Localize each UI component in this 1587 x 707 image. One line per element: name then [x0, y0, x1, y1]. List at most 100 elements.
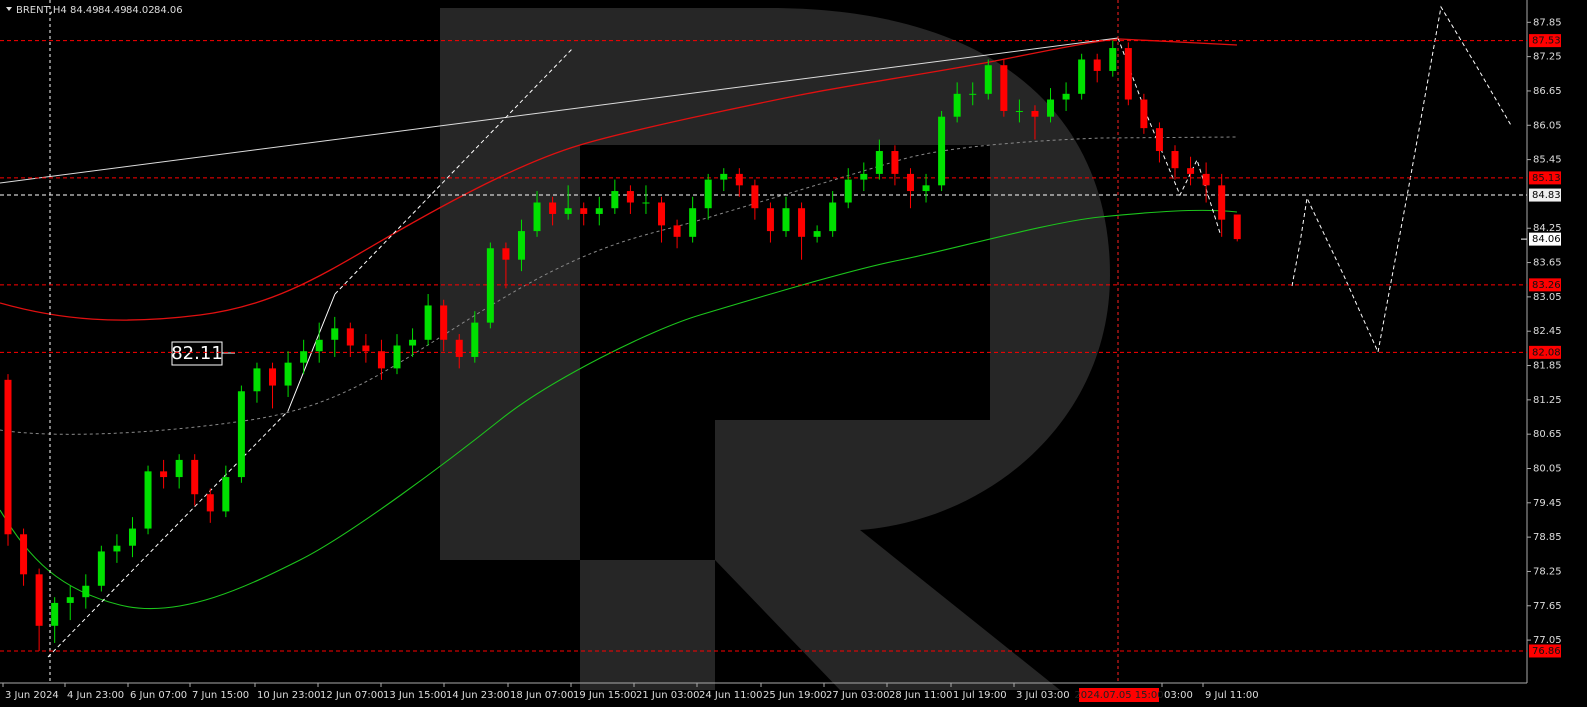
crosshair-tag	[1529, 188, 1561, 202]
header-ohlc: 84.02	[126, 5, 155, 16]
header-ohlc: 84.49	[98, 5, 127, 16]
x-tick-label: 3 Jun 2024	[5, 690, 59, 701]
candle-body	[1218, 185, 1226, 220]
candle-body	[1093, 59, 1101, 71]
ma-gray	[0, 136, 1238, 435]
level-label: 76.86	[1532, 646, 1561, 657]
candle-body	[284, 362, 292, 386]
header-ohlc: 84.49	[70, 5, 99, 16]
candle-body	[455, 339, 463, 357]
logo	[440, 8, 1110, 690]
candle-body	[175, 459, 183, 478]
watermark	[440, 8, 1110, 690]
candle-body	[409, 339, 417, 346]
x-tick-label: 4 Jun 23:00	[67, 690, 124, 701]
candle-body	[82, 585, 90, 598]
y-tick-label: 87.25	[1533, 52, 1562, 63]
candle-body	[798, 208, 806, 237]
y-tick-label: 83.05	[1533, 292, 1562, 303]
crosshair-label: 84.83	[1532, 190, 1561, 201]
candle-body	[1109, 48, 1117, 71]
x-tick-label: 18 Jun 07:00	[510, 690, 574, 701]
candle-body	[160, 471, 168, 478]
candle-body	[51, 602, 59, 626]
y-tick-label: 78.25	[1533, 566, 1562, 577]
candle-body	[20, 534, 28, 575]
candle-body	[486, 248, 494, 323]
x-tick-label: 24 Jun 11:00	[699, 690, 763, 701]
candle-body	[517, 231, 525, 260]
time-tag-label: 2024.07.05 15:00	[1074, 690, 1163, 701]
x-tick-label: 27 Jun 03:00	[826, 690, 890, 701]
y-tick-label: 82.45	[1533, 326, 1562, 337]
symbol: BRENT,H4	[16, 5, 67, 16]
y-tick-label: 87.85	[1533, 17, 1562, 28]
candle-body	[564, 208, 572, 214]
candle-body	[35, 574, 43, 626]
level-label: 82.08	[1532, 347, 1561, 358]
candle-body	[222, 477, 230, 512]
x-tick-label: 25 Jun 19:00	[763, 690, 827, 701]
candle-body	[362, 345, 370, 352]
candle-body	[720, 173, 728, 180]
y-tick-label: 86.65	[1533, 86, 1562, 97]
x-tick-label: 10 Jun 23:00	[257, 690, 321, 701]
ma-green	[0, 209, 1238, 610]
candle-body	[144, 471, 152, 529]
y-tick-label: 80.65	[1533, 429, 1562, 440]
candle-body	[424, 305, 432, 340]
menu-arrow[interactable]	[6, 7, 12, 11]
x-tick-label: 12 Jun 07:00	[320, 690, 384, 701]
candle-body	[1140, 99, 1148, 129]
candle-body	[658, 202, 666, 226]
x-tick-label: 6 Jun 07:00	[130, 690, 187, 701]
candle-body	[346, 328, 354, 346]
candle-body	[782, 208, 790, 232]
candle-body	[315, 339, 323, 352]
candle-body	[735, 173, 743, 186]
candle-body	[844, 179, 852, 203]
y-tick-label: 84.25	[1533, 223, 1562, 234]
candle-body	[206, 494, 214, 512]
y-tick-label: 86.05	[1533, 120, 1562, 131]
candle-body	[953, 93, 961, 117]
candle-body	[269, 368, 277, 386]
trend-line	[0, 37, 1119, 184]
candle-body	[906, 173, 914, 192]
current-price-tag	[1529, 232, 1561, 246]
x-tick-label: 28 Jun 11:00	[889, 690, 953, 701]
x-tick-label: 7 Jun 15:00	[192, 690, 249, 701]
time-tag	[1079, 688, 1159, 702]
level-label: 85.13	[1532, 173, 1561, 184]
ma-red	[0, 38, 1238, 321]
y-tick-label: 77.65	[1533, 601, 1562, 612]
candle-body	[595, 208, 603, 214]
candle-body	[533, 202, 541, 232]
y-tick-label: 80.05	[1533, 463, 1562, 474]
candle-body	[1187, 168, 1195, 174]
candle-body	[331, 328, 339, 340]
candle-body	[704, 179, 712, 209]
x-tick-label: 1 Jul 19:00	[953, 690, 1007, 701]
forecast-future	[1117, 5, 1513, 354]
candle-body	[875, 151, 883, 174]
level-tag	[1529, 34, 1561, 48]
candle-body	[580, 208, 588, 214]
candle-body	[191, 459, 199, 495]
candle-body	[1000, 65, 1008, 111]
current-price-label: 84.06	[1532, 234, 1561, 245]
candle-body	[237, 391, 245, 478]
candle-body	[1233, 214, 1241, 240]
candle-body	[1047, 99, 1055, 117]
candle-body	[377, 351, 385, 369]
candle-body	[502, 248, 510, 260]
candle-body	[969, 93, 977, 95]
candle-body	[1202, 173, 1210, 186]
x-tick-label: 9 Jul 11:00	[1205, 690, 1259, 701]
x-tick-label: 03:00	[1164, 690, 1193, 701]
forecast-past	[47, 47, 574, 658]
level-label: 87.53	[1532, 36, 1561, 47]
candle-body	[626, 191, 634, 203]
candle-body	[4, 379, 12, 535]
candle-body	[673, 225, 681, 237]
